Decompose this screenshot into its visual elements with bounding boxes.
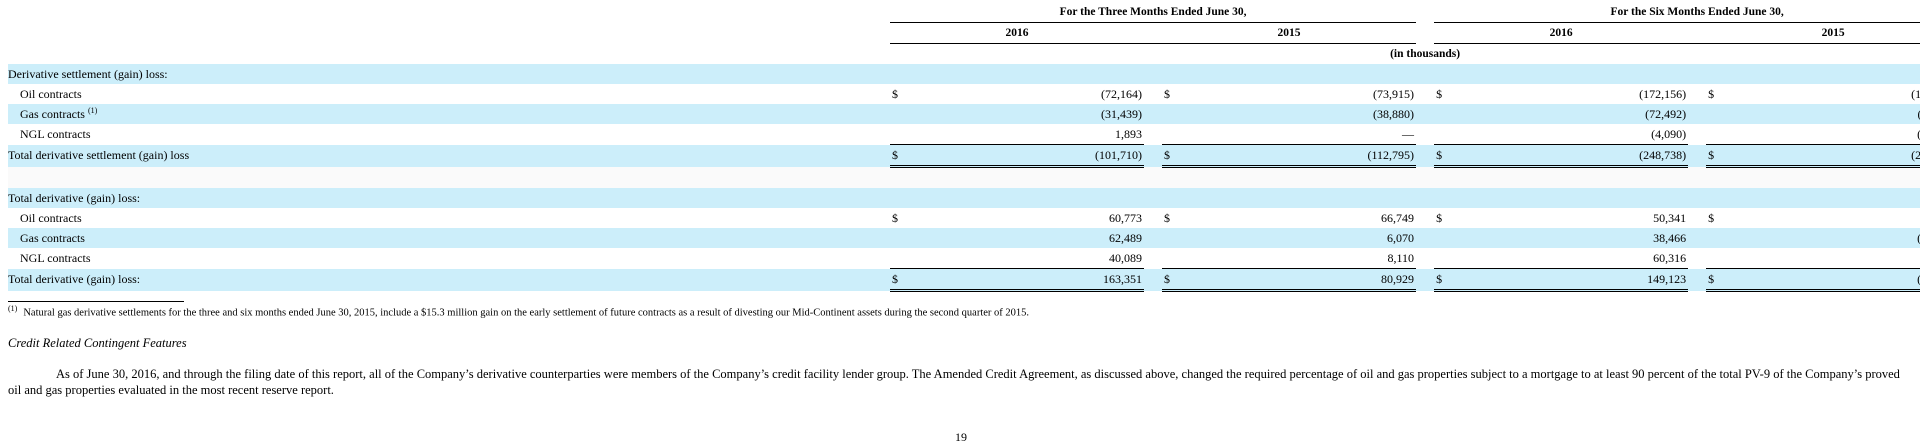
row-label: Oil contracts xyxy=(20,86,82,101)
value-cell: 66,749 xyxy=(1381,210,1414,225)
value-cell: 163,351 xyxy=(908,268,1142,292)
section-heading: Total derivative (gain) loss: xyxy=(8,188,868,208)
row-label-cell: Gas contracts (1) xyxy=(8,104,868,124)
value-cell: 60,773 xyxy=(1109,210,1142,225)
table-row: NGL contracts 40,089 8,110 60,316 10,142 xyxy=(8,248,1920,269)
row-label: Total derivative settlement (gain) loss xyxy=(8,144,868,167)
footnote: (1) Natural gas derivative settlements fo… xyxy=(8,304,1029,319)
value-cell: 80,929 xyxy=(1180,268,1414,292)
derivative-table: For the Three Months Ended June 30, For … xyxy=(8,2,1920,292)
value-cell: 62,489 xyxy=(908,228,1142,248)
value-cell: 8,110 xyxy=(1387,250,1414,265)
table-row: Gas contracts (1) (31,439) (38,880) (72,… xyxy=(8,104,1920,124)
footnote-marker: (1) xyxy=(8,304,18,313)
value-cell: (73,112) xyxy=(1724,104,1920,124)
row-label: Gas contracts xyxy=(8,228,868,248)
value-cell: (72,492) xyxy=(1452,104,1687,124)
value-cell: 60,316 xyxy=(1653,250,1687,265)
spacer-row xyxy=(8,166,1920,188)
value-cell: (20,783) xyxy=(1724,124,1920,145)
three-months-header: For the Three Months Ended June 30, xyxy=(890,2,1417,23)
table-row: Gas contracts 62,489 6,070 38,466 (76,26… xyxy=(8,228,1920,248)
value-cell: (101,710) xyxy=(908,144,1142,168)
table-row: Oil contracts $ (72,164) $ (73,915) $ (1… xyxy=(8,84,1920,104)
currency-symbol: $ xyxy=(1708,210,1715,225)
table-row: NGL contracts 1,893 — (4,090) (20,783) xyxy=(8,124,1920,145)
currency-symbol: $ xyxy=(1436,86,1443,101)
six-months-header: For the Six Months Ended June 30, xyxy=(1434,2,1920,23)
value-cell: (180,129) xyxy=(1911,86,1920,101)
currency-symbol: $ xyxy=(1162,144,1180,168)
value-cell: (72,164) xyxy=(1101,86,1142,101)
currency-symbol: $ xyxy=(1706,268,1725,292)
units-label: (in thousands) xyxy=(1390,48,1461,60)
value-cell: 38,466 xyxy=(1452,228,1687,248)
currency-symbol: $ xyxy=(890,268,908,292)
total-row: Total derivative settlement (gain) loss … xyxy=(8,144,1920,168)
currency-symbol: $ xyxy=(892,86,898,101)
currency-symbol: $ xyxy=(892,210,898,225)
value-cell: 6,070 xyxy=(1180,228,1414,248)
value-cell: — xyxy=(1402,126,1414,141)
value-cell: (31,439) xyxy=(908,104,1142,124)
section-title: Credit Related Contingent Features xyxy=(8,336,187,350)
value-cell: 10,142 xyxy=(1724,248,1920,269)
value-cell: 40,089 xyxy=(1109,250,1142,265)
value-cell: (76,269) xyxy=(1724,228,1920,248)
section-heading-row: Total derivative (gain) loss: xyxy=(8,188,1920,208)
currency-symbol: $ xyxy=(1706,144,1725,168)
footnote-text: Natural gas derivative settlements for t… xyxy=(23,307,1030,319)
currency-symbol: $ xyxy=(1164,210,1170,225)
section-heading: Derivative settlement (gain) loss: xyxy=(8,64,868,84)
year-header-row: 2016 2015 2016 2015 xyxy=(8,22,1920,44)
row-label: Total derivative (gain) loss: xyxy=(8,268,868,291)
body-paragraph: As of June 30, 2016, and through the fil… xyxy=(8,367,1900,397)
value-cell: (274,024) xyxy=(1724,144,1920,168)
year-header: 2016 xyxy=(890,22,1144,44)
row-label: NGL contracts xyxy=(20,126,91,141)
table-row: Oil contracts $ 60,773 $ 66,749 $ 50,341… xyxy=(8,208,1920,228)
year-header: 2015 xyxy=(1706,22,1920,44)
value-cell: (73,915) xyxy=(1373,86,1414,101)
row-label: Oil contracts xyxy=(20,210,82,225)
year-header: 2016 xyxy=(1434,22,1689,44)
period-header-row: For the Three Months Ended June 30, For … xyxy=(8,2,1920,23)
value-cell: 50,341 xyxy=(1653,210,1687,225)
row-label: Gas contracts xyxy=(20,106,85,121)
value-cell: (38,880) xyxy=(1180,104,1414,124)
footnote-reference: (1) xyxy=(87,105,98,115)
section-heading-row: Derivative settlement (gain) loss: xyxy=(8,64,1920,84)
value-cell: 1,893 xyxy=(1115,126,1142,141)
currency-symbol: $ xyxy=(1434,144,1453,168)
currency-symbol: $ xyxy=(1436,210,1443,225)
units-row: (in thousands) xyxy=(8,44,1920,65)
currency-symbol: $ xyxy=(890,144,908,168)
value-cell: (73,238) xyxy=(1724,268,1920,292)
value-cell: (7,111) xyxy=(1724,208,1920,228)
currency-symbol: $ xyxy=(1434,268,1453,292)
currency-symbol: $ xyxy=(1164,86,1170,101)
value-cell: 149,123 xyxy=(1452,268,1687,292)
value-cell: (112,795) xyxy=(1180,144,1414,168)
value-cell: (4,090) xyxy=(1651,126,1687,141)
value-cell: (172,156) xyxy=(1639,86,1687,101)
year-header: 2015 xyxy=(1162,22,1417,44)
value-cell: (248,738) xyxy=(1452,144,1687,168)
row-label: NGL contracts xyxy=(20,250,91,265)
currency-symbol: $ xyxy=(1708,86,1715,101)
footnote-divider xyxy=(8,301,184,302)
currency-symbol: $ xyxy=(1162,268,1180,292)
total-row: Total derivative (gain) loss: $ 163,351 … xyxy=(8,268,1920,292)
